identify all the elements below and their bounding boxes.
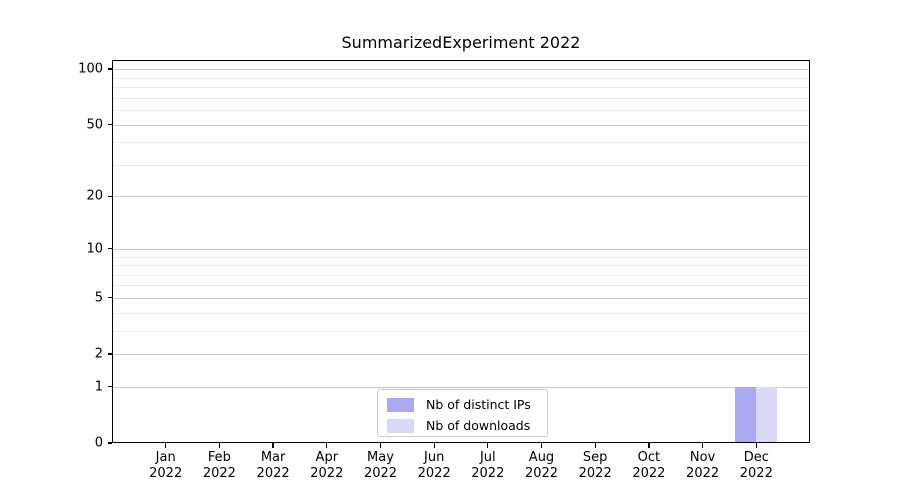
x-tick-label-oct-2022: Oct 2022 <box>619 450 679 482</box>
major-gridline-50 <box>112 124 810 126</box>
minor-gridline-7 <box>112 274 810 276</box>
y-tick-label-10: 10 <box>86 241 103 257</box>
minor-gridline-9 <box>112 256 810 258</box>
major-gridline-2 <box>112 354 810 355</box>
x-tick-mark-jan <box>165 443 167 448</box>
minor-gridline-40 <box>112 142 810 144</box>
y-tick-mark-100 <box>107 68 112 70</box>
minor-gridline-90 <box>112 77 810 79</box>
x-tick-label-apr-2022: Apr 2022 <box>297 450 357 482</box>
y-tick-mark-10 <box>107 248 112 250</box>
x-tick-year: 2022 <box>471 466 505 481</box>
x-tick-year: 2022 <box>578 466 612 481</box>
minor-gridline-8 <box>112 265 810 266</box>
legend: Nb of distinct IPs Nb of downloads <box>377 389 548 437</box>
x-tick-month: Nov <box>689 450 716 465</box>
y-axis: 0 1 2 5 10 20 50 100 <box>0 60 112 451</box>
x-tick-mark-jun <box>433 443 435 448</box>
y-tick-mark-0 <box>107 442 112 444</box>
x-tick-mark-mar <box>272 443 274 448</box>
x-tick-month: Sep <box>582 450 608 465</box>
major-gridline-1 <box>112 386 810 388</box>
x-tick-year: 2022 <box>202 466 236 481</box>
x-tick-year: 2022 <box>310 466 344 481</box>
x-tick-year: 2022 <box>363 466 398 481</box>
y-tick-label-100: 100 <box>78 61 103 77</box>
x-tick-label-jun-2022: Jun 2022 <box>404 450 464 482</box>
x-tick-label-sep-2022: Sep 2022 <box>565 450 625 482</box>
chart-title: SummarizedExperiment 2022 <box>341 33 581 52</box>
legend-item-distinct-ips: Nb of distinct IPs <box>387 395 547 414</box>
x-tick-year: 2022 <box>417 466 451 481</box>
x-tick-year: 2022 <box>256 466 290 481</box>
x-tick-year: 2022 <box>149 466 183 481</box>
y-tick-label-5: 5 <box>94 290 103 306</box>
x-tick-mark-may <box>379 443 382 448</box>
x-tick-month: Apr <box>315 450 339 465</box>
y-tick-label-20: 20 <box>86 188 103 204</box>
y-tick-label-1: 1 <box>94 379 103 395</box>
y-tick-mark-1 <box>107 386 112 388</box>
x-tick-label-aug-2022: Aug 2022 <box>512 450 572 482</box>
x-tick-label-jan-2022: Jan 2022 <box>136 450 196 482</box>
x-tick-month: Jan <box>155 450 176 465</box>
x-axis: Jan 2022 Feb 2022 Mar 2022 Apr 2022 May 2022 Jun 20… <box>112 443 810 498</box>
major-gridline-5 <box>112 297 810 299</box>
legend-label-downloads: Nb of downloads <box>426 418 531 433</box>
minor-gridline-3 <box>112 330 810 332</box>
x-tick-label-jul-2022: Jul 2022 <box>458 450 518 482</box>
bar-nb-of-downloads-dec-2022 <box>756 386 778 443</box>
x-tick-month: Mar <box>260 450 286 465</box>
x-tick-month: May <box>367 450 394 465</box>
minor-gridline-70 <box>112 97 810 99</box>
major-gridline-100 <box>112 69 810 71</box>
legend-swatch-distinct-ips <box>387 397 414 412</box>
minor-gridline-80 <box>112 87 810 88</box>
x-tick-month: Dec <box>743 450 769 465</box>
x-tick-mark-sep <box>594 443 596 448</box>
x-tick-month: Jun <box>424 450 445 465</box>
y-tick-mark-2 <box>107 353 112 355</box>
y-tick-mark-50 <box>107 123 112 126</box>
x-tick-month: Feb <box>207 450 231 465</box>
x-tick-month: Oct <box>637 450 661 465</box>
x-tick-year: 2022 <box>632 466 666 481</box>
major-gridline-20 <box>112 196 810 198</box>
legend-item-downloads: Nb of downloads <box>387 416 547 435</box>
minor-gridline-30 <box>112 164 810 166</box>
x-tick-year: 2022 <box>739 466 773 481</box>
x-tick-label-may-2022: May 2022 <box>351 450 411 482</box>
y-tick-label-0: 0 <box>94 435 103 451</box>
y-tick-mark-5 <box>107 297 112 299</box>
major-gridline-10 <box>112 248 810 250</box>
x-tick-year: 2022 <box>686 466 720 481</box>
x-tick-mark-feb <box>218 443 221 448</box>
x-tick-year: 2022 <box>524 466 559 481</box>
minor-gridline-4 <box>112 312 810 314</box>
y-tick-mark-20 <box>107 195 112 197</box>
legend-swatch-downloads <box>387 418 414 433</box>
minor-gridline-6 <box>112 285 810 287</box>
x-tick-label-mar-2022: Mar 2022 <box>243 450 303 482</box>
x-tick-mark-jul <box>487 443 489 448</box>
x-tick-label-nov-2022: Nov 2022 <box>673 450 733 482</box>
plot-area: Nb of distinct IPs Nb of downloads <box>112 60 810 443</box>
x-tick-month: Aug <box>528 450 555 465</box>
minor-gridline-60 <box>112 109 810 111</box>
x-tick-label-dec-2022: Dec 2022 <box>726 450 786 482</box>
x-tick-label-feb-2022: Feb 2022 <box>189 450 249 482</box>
bar-nb-of-distinct-ips-dec-2022 <box>735 386 757 443</box>
x-tick-month: Jul <box>479 450 496 465</box>
y-tick-label-2: 2 <box>94 346 103 362</box>
x-tick-mark-dec <box>755 443 757 448</box>
legend-label-distinct-ips: Nb of distinct IPs <box>426 397 531 412</box>
x-tick-mark-apr <box>326 443 328 448</box>
x-tick-mark-aug <box>540 443 543 448</box>
x-tick-mark-oct <box>648 443 650 448</box>
x-tick-mark-nov <box>701 443 704 448</box>
y-tick-label-50: 50 <box>86 117 103 132</box>
